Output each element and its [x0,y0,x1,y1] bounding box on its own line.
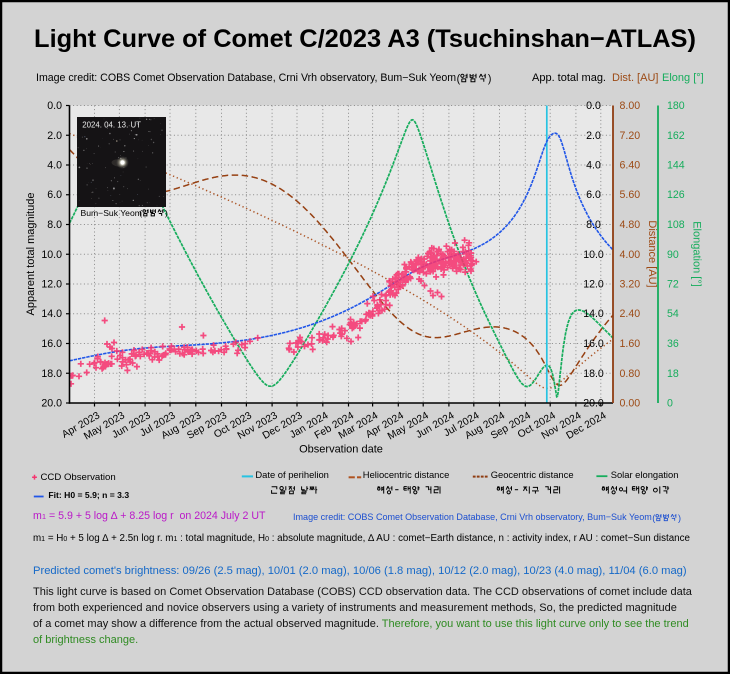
svg-text:4.0: 4.0 [586,160,601,172]
svg-text:12.0: 12.0 [41,279,62,291]
svg-text:126: 126 [667,189,685,201]
svg-text:14.0: 14.0 [41,308,62,320]
svg-text:Observation date: Observation date [299,444,383,456]
svg-text:108: 108 [667,219,685,231]
svg-text:1.60: 1.60 [620,338,641,350]
svg-text:8.0: 8.0 [586,219,601,231]
svg-text:20.0: 20.0 [583,398,604,410]
svg-text:4.0: 4.0 [47,160,62,172]
svg-text:72: 72 [667,279,679,291]
svg-text:4.00: 4.00 [620,249,641,261]
svg-text:8.0: 8.0 [47,219,62,231]
svg-text:12.0: 12.0 [583,279,604,291]
svg-text:8.00: 8.00 [620,100,641,112]
svg-text:2.0: 2.0 [47,130,62,142]
svg-text:14.0: 14.0 [583,308,604,320]
svg-text:): ) [488,73,492,85]
svg-text:0.0: 0.0 [47,100,62,112]
svg-text:6.0: 6.0 [47,189,62,201]
svg-text:0.80: 0.80 [620,368,641,380]
svg-text:0.00: 0.00 [620,398,641,410]
svg-text:36: 36 [667,338,679,350]
svg-text:6.0: 6.0 [586,189,601,201]
svg-text:2024. 04. 13. UT: 2024. 04. 13. UT [82,121,141,130]
svg-text:4.80: 4.80 [620,219,641,231]
svg-text:90: 90 [667,249,679,261]
svg-text:6.40: 6.40 [620,160,641,172]
svg-text:7.20: 7.20 [620,130,641,142]
svg-text:Bum−Suk Yeom: Bum−Suk Yeom [81,208,142,218]
svg-text:3.20: 3.20 [620,279,641,291]
svg-text:Elongation [°]: Elongation [°] [691,221,703,287]
svg-text:2.0: 2.0 [586,130,601,142]
svg-text:20.0: 20.0 [41,398,62,410]
svg-text:5.60: 5.60 [620,189,641,201]
svg-text:180: 180 [667,100,685,112]
svg-text:2.40: 2.40 [620,308,641,320]
svg-text:(: ( [457,73,461,85]
svg-text:0.0: 0.0 [586,100,601,112]
svg-text:16.0: 16.0 [583,338,604,350]
svg-text:16.0: 16.0 [41,338,62,350]
svg-text:144: 144 [667,160,685,172]
svg-text:0: 0 [667,398,673,410]
svg-text:Distance [AU]: Distance [AU] [646,220,658,287]
svg-text:18.0: 18.0 [41,368,62,380]
svg-text:10.0: 10.0 [41,249,62,261]
svg-text:Apparent total magnitude: Apparent total magnitude [25,193,37,316]
svg-text:): ) [678,513,681,523]
svg-text:10.0: 10.0 [583,249,604,261]
svg-text:): ) [165,208,168,218]
svg-text:162: 162 [667,130,685,142]
svg-text:18: 18 [667,368,679,380]
svg-text:18.0: 18.0 [583,368,604,380]
svg-text:54: 54 [667,308,679,320]
svg-text:(: ( [139,208,142,218]
svg-text:(: ( [652,513,655,523]
